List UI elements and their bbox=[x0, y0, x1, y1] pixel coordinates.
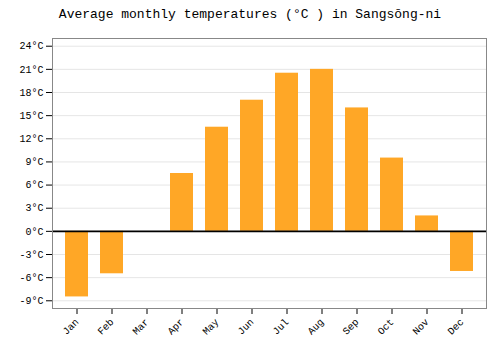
svg-text:24°C: 24°C bbox=[19, 41, 43, 52]
svg-text:Feb: Feb bbox=[96, 317, 117, 338]
svg-text:-3°C: -3°C bbox=[19, 250, 43, 261]
svg-text:9°C: 9°C bbox=[25, 157, 43, 168]
svg-text:21°C: 21°C bbox=[19, 65, 43, 76]
svg-text:3°C: 3°C bbox=[25, 203, 43, 214]
svg-text:-9°C: -9°C bbox=[19, 296, 43, 307]
svg-text:May: May bbox=[201, 317, 222, 338]
html-text:Average monthly temperatures (: Average monthly temperatures (°C ) in Sa… bbox=[58, 7, 442, 22]
svg-text:6°C: 6°C bbox=[25, 180, 43, 191]
svg-text:Nov: Nov bbox=[411, 317, 432, 338]
svg-text:Mar: Mar bbox=[131, 317, 152, 338]
svg-text:Oct: Oct bbox=[376, 317, 397, 338]
svg-text:Aug: Aug bbox=[306, 317, 327, 338]
svg-text:Dec: Dec bbox=[446, 317, 467, 338]
svg-text:Jan: Jan bbox=[61, 317, 82, 338]
svg-text:Jul: Jul bbox=[271, 317, 292, 338]
svg-text:-6°C: -6°C bbox=[19, 273, 43, 284]
svg-text:Sep: Sep bbox=[341, 317, 362, 338]
svg-text:0°C: 0°C bbox=[25, 227, 43, 238]
svg-text:15°C: 15°C bbox=[19, 111, 43, 122]
svg-text:Jun: Jun bbox=[236, 317, 257, 338]
svg-text:18°C: 18°C bbox=[19, 88, 43, 99]
svg-text:Apr: Apr bbox=[166, 317, 187, 338]
svg-text:12°C: 12°C bbox=[19, 134, 43, 145]
